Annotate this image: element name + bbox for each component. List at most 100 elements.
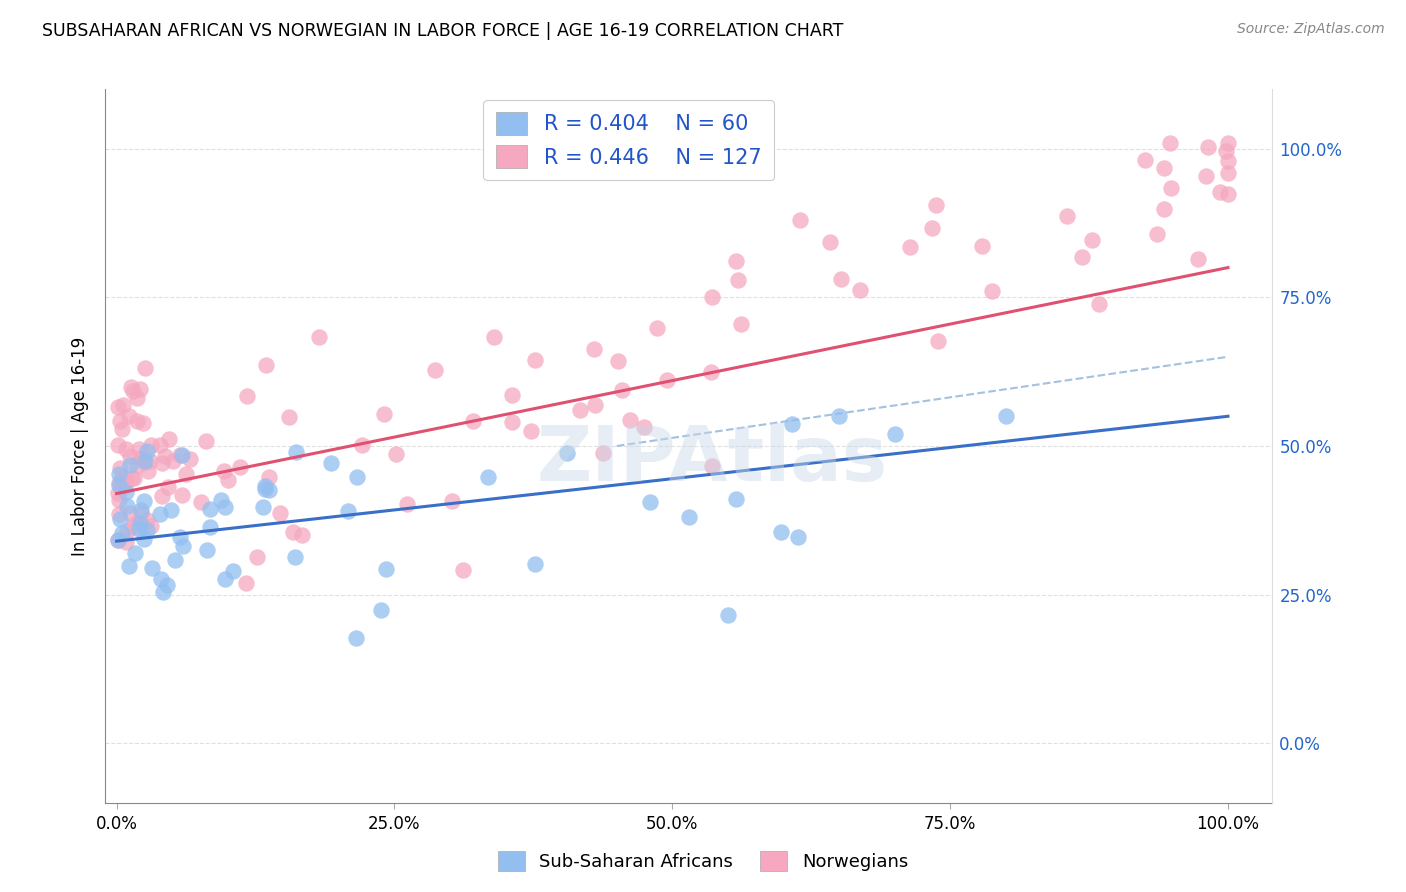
Point [883, 427, 905, 442]
Point [125, 391, 148, 405]
Point [107, 493, 129, 508]
Point [124, 470, 146, 484]
Point [197, 542, 219, 557]
Point [374, 562, 396, 576]
Point [112, 477, 135, 491]
Point [169, 448, 191, 462]
Point [149, 437, 172, 451]
Point [346, 470, 368, 484]
Point [111, 421, 134, 435]
Point [373, 407, 395, 421]
Point [520, 424, 543, 438]
Point [246, 549, 269, 564]
Point [136, 443, 159, 458]
Point [134, 453, 156, 467]
Point [780, 417, 803, 431]
Point [217, 473, 239, 487]
Point [925, 198, 948, 212]
Point [717, 607, 740, 622]
Point [828, 409, 851, 424]
Point [162, 453, 184, 467]
Point [149, 572, 172, 586]
Point [981, 284, 1004, 298]
Point [524, 558, 547, 572]
Point [110, 460, 132, 475]
Point [134, 361, 156, 376]
Point [214, 500, 236, 514]
Point [128, 442, 150, 456]
Point [830, 272, 852, 286]
Point [121, 470, 143, 484]
Point [172, 539, 194, 553]
Point [107, 533, 129, 547]
Point [638, 495, 661, 509]
Point [120, 380, 142, 394]
Point [994, 409, 1017, 424]
Point [118, 458, 141, 472]
Point [121, 384, 143, 398]
Point [132, 533, 155, 547]
Point [252, 500, 274, 515]
Point [156, 480, 179, 494]
Point [236, 389, 259, 403]
Point [1153, 161, 1175, 175]
Point [108, 512, 131, 526]
Point [111, 525, 134, 540]
Point [139, 438, 162, 452]
Point [165, 553, 187, 567]
Point [1133, 153, 1156, 167]
Point [108, 507, 131, 521]
Point [115, 499, 138, 513]
Point [214, 572, 236, 586]
Point [125, 459, 148, 474]
Point [1088, 296, 1111, 310]
Point [337, 504, 360, 518]
Point [1216, 186, 1239, 201]
Point [730, 317, 752, 331]
Point [606, 354, 628, 368]
Point [114, 473, 136, 487]
Point [118, 409, 141, 424]
Point [849, 283, 872, 297]
Point [724, 492, 747, 507]
Point [277, 409, 299, 424]
Point [1195, 169, 1218, 184]
Point [583, 342, 606, 356]
Point [127, 413, 149, 427]
Point [108, 467, 131, 481]
Point [1160, 181, 1182, 195]
Point [1216, 154, 1239, 169]
Point [111, 471, 134, 485]
Point [281, 524, 304, 539]
Point [482, 330, 505, 344]
Point [1187, 252, 1209, 267]
Point [150, 489, 173, 503]
Point [610, 383, 633, 397]
Point [655, 373, 678, 387]
Point [229, 459, 252, 474]
Point [120, 449, 142, 463]
Point [700, 459, 723, 474]
Point [129, 506, 152, 520]
Point [1081, 233, 1104, 247]
Point [269, 507, 291, 521]
Point [108, 414, 131, 428]
Point [344, 631, 367, 645]
Point [385, 447, 408, 461]
Point [927, 334, 949, 349]
Point [176, 467, 198, 482]
Point [1216, 166, 1239, 180]
Point [125, 516, 148, 531]
Point [120, 506, 142, 520]
Point [370, 603, 392, 617]
Point [139, 518, 162, 533]
Point [111, 398, 134, 412]
Point [700, 290, 723, 304]
Point [592, 446, 614, 460]
Point [254, 483, 277, 497]
Point [132, 450, 155, 465]
Point [209, 493, 232, 508]
Point [129, 503, 152, 517]
Point [257, 470, 280, 484]
Point [115, 485, 138, 500]
